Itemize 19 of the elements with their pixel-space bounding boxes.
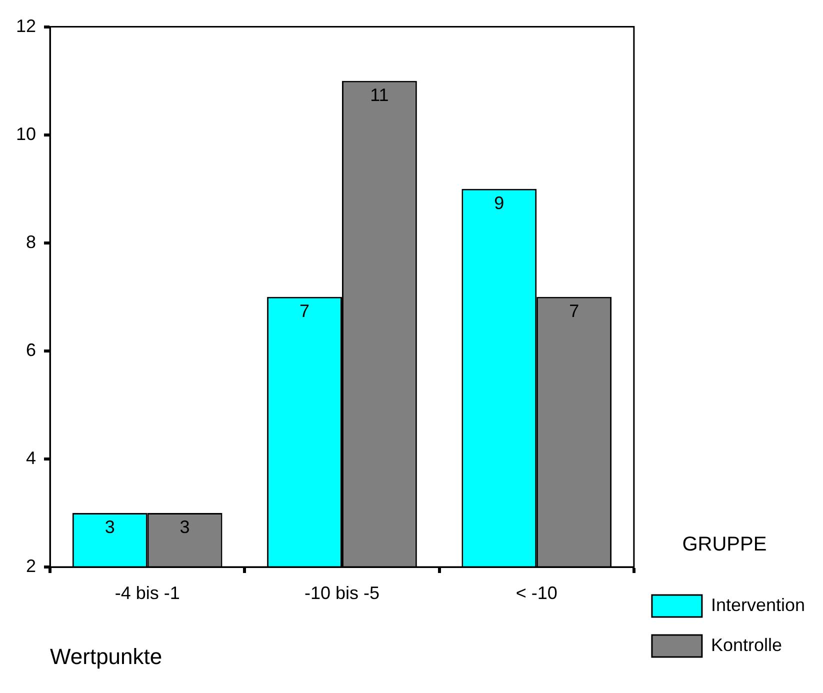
y-tick-label: 8 [26,232,36,252]
x-tick-label: < -10 [516,582,558,603]
x-tick-label: -10 bis -5 [304,582,380,603]
y-tick-label: 2 [26,556,36,576]
data-label: 3 [104,516,115,537]
x-axis-title: Wertpunkte [50,644,162,669]
legend-label: Intervention [710,594,805,615]
data-label: 11 [370,84,389,105]
data-label: 7 [569,300,580,321]
y-tick-label: 4 [26,448,36,468]
legend-title: GRUPPE [682,534,767,556]
legend-label: Kontrolle [710,634,782,655]
data-label: 7 [300,300,310,321]
y-tick-label: 6 [26,340,36,360]
y-tick-label: 12 [16,16,36,36]
y-tick-label: 10 [16,124,36,144]
data-label: 3 [180,516,190,537]
data-label: 9 [494,192,504,213]
x-tick-label: -4 bis -1 [114,582,180,603]
